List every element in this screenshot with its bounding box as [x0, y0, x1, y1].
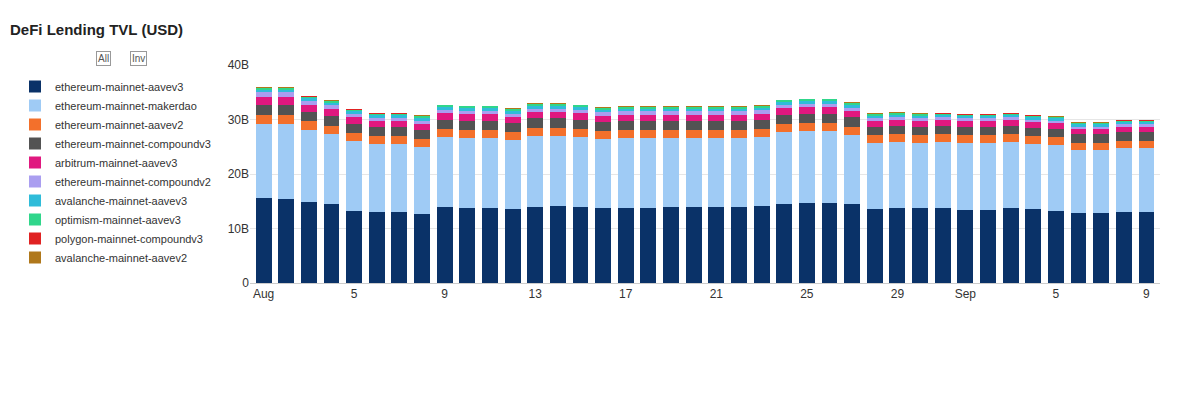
svg-text:All: All [98, 53, 109, 64]
svg-text:avalanche-mainnet-aavev2: avalanche-mainnet-aavev2 [55, 252, 187, 264]
svg-text:ethereum-mainnet-compoundv3: ethereum-mainnet-compoundv3 [55, 138, 211, 150]
svg-text:9: 9 [441, 287, 448, 301]
svg-text:29: 29 [891, 287, 905, 301]
svg-text:5: 5 [351, 287, 358, 301]
svg-text:ethereum-mainnet-aavev3: ethereum-mainnet-aavev3 [55, 81, 183, 93]
svg-text:9: 9 [1143, 287, 1150, 301]
svg-text:0: 0 [242, 276, 249, 290]
svg-text:ethereum-mainnet-makerdao: ethereum-mainnet-makerdao [55, 100, 197, 112]
svg-text:Aug: Aug [253, 287, 274, 301]
svg-text:5: 5 [1053, 287, 1060, 301]
svg-text:25: 25 [800, 287, 814, 301]
svg-text:20B: 20B [228, 167, 249, 181]
svg-text:ethereum-mainnet-aavev2: ethereum-mainnet-aavev2 [55, 119, 183, 131]
svg-text:13: 13 [529, 287, 543, 301]
svg-text:10B: 10B [228, 222, 249, 236]
svg-text:Inv: Inv [132, 53, 145, 64]
svg-text:17: 17 [619, 287, 633, 301]
svg-text:DeFi Lending TVL (USD): DeFi Lending TVL (USD) [10, 21, 183, 38]
svg-text:40B: 40B [228, 58, 249, 72]
svg-text:21: 21 [710, 287, 724, 301]
svg-text:arbitrum-mainnet-aavev3: arbitrum-mainnet-aavev3 [55, 157, 177, 169]
svg-text:Sep: Sep [955, 287, 977, 301]
svg-text:optimism-mainnet-aavev3: optimism-mainnet-aavev3 [55, 214, 181, 226]
svg-text:avalanche-mainnet-aavev3: avalanche-mainnet-aavev3 [55, 195, 187, 207]
svg-text:30B: 30B [228, 113, 249, 127]
svg-text:polygon-mainnet-compoundv3: polygon-mainnet-compoundv3 [55, 233, 203, 245]
svg-text:ethereum-mainnet-compoundv2: ethereum-mainnet-compoundv2 [55, 176, 211, 188]
